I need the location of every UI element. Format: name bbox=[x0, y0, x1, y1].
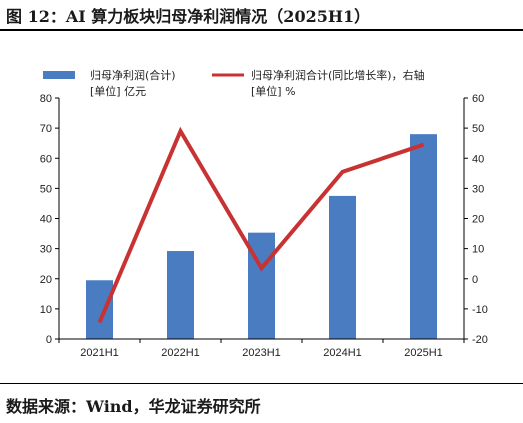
legend-bar-label: 归母净利润(合计) bbox=[90, 68, 176, 82]
y-left-tick-label: 80 bbox=[40, 93, 52, 105]
chart-title: 图 12：AI 算力板块归母净利润情况（2025H1） bbox=[6, 7, 371, 26]
y-left-tick-label: 10 bbox=[40, 304, 52, 316]
bar-2025H1 bbox=[410, 134, 437, 339]
x-tick-label-2021H1: 2021H1 bbox=[80, 347, 119, 359]
y-right-tick-label: 50 bbox=[472, 123, 484, 135]
y-right-tick-label: 30 bbox=[472, 183, 484, 195]
y-left-tick-label: 70 bbox=[40, 123, 52, 135]
x-tick-label-2024H1: 2024H1 bbox=[323, 347, 362, 359]
y-right-tick-label: 0 bbox=[472, 274, 478, 286]
y-left-tick-label: 30 bbox=[40, 244, 52, 256]
legend-line-unit: [单位] % bbox=[251, 84, 296, 98]
y-right-tick-label: 10 bbox=[472, 244, 484, 256]
y-left-tick-label: 20 bbox=[40, 274, 52, 286]
y-left-tick-label: 50 bbox=[40, 183, 52, 195]
y-right-tick-label: 60 bbox=[472, 93, 484, 105]
title-divider bbox=[0, 29, 523, 31]
plot-area: 0 10 20 30 40 50 60 70 80 -20 -10 0 10 20 30 40 50 60 2021… bbox=[40, 93, 488, 359]
bar-2024H1 bbox=[329, 195, 356, 339]
x-tick-label-2023H1: 2023H1 bbox=[242, 347, 281, 359]
footer-divider bbox=[0, 383, 523, 384]
legend-line-label: 归母净利润合计(同比增长率)，右轴 bbox=[251, 68, 425, 82]
y-right-tick-label: 20 bbox=[472, 214, 484, 226]
y-left-tick-label: 60 bbox=[40, 153, 52, 165]
y-right-tick-label: -20 bbox=[472, 334, 488, 346]
x-tick-label-2022H1: 2022H1 bbox=[161, 347, 200, 359]
legend-bar-unit: [单位] 亿元 bbox=[90, 84, 146, 98]
y-left-tick-label: 40 bbox=[40, 214, 52, 226]
y-left-tick-label: 0 bbox=[46, 334, 52, 346]
y-right-tick-label: -10 bbox=[472, 304, 488, 316]
data-source: 数据来源：Wind，华龙证券研究所 bbox=[6, 397, 261, 416]
legend: 归母净利润(合计) [单位] 亿元 归母净利润合计(同比增长率)，右轴 [单位]… bbox=[43, 68, 425, 98]
y-right-tick-label: 40 bbox=[472, 153, 484, 165]
x-tick-label-2025H1: 2025H1 bbox=[404, 347, 443, 359]
bar-2021H1 bbox=[86, 280, 113, 339]
legend-bar-swatch bbox=[43, 71, 75, 79]
bar-2022H1 bbox=[167, 251, 194, 339]
